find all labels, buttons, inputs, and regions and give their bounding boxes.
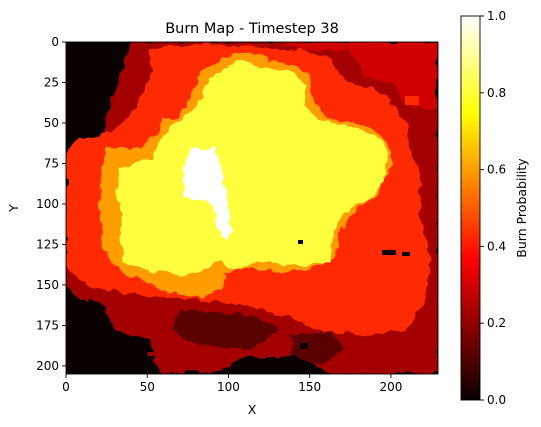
zone-fringe-2 — [290, 332, 345, 365]
y-tick-label: 50 — [44, 116, 59, 130]
y-axis-ticks: 0 25 50 75 100 125 150 175 200 — [36, 35, 66, 373]
y-tick-label: 125 — [36, 237, 59, 251]
y-tick-label: 25 — [44, 75, 59, 89]
y-tick-label: 0 — [51, 35, 59, 49]
colorbar-label: Burn Probability — [514, 158, 529, 258]
zone-fringe — [170, 310, 280, 350]
colorbar — [461, 16, 480, 400]
x-tick-label: 100 — [217, 380, 240, 394]
speck — [382, 250, 396, 255]
speck — [402, 252, 410, 256]
y-tick-label: 75 — [44, 156, 59, 170]
colorbar-tick-label: 0.4 — [487, 239, 506, 253]
zone-inner-front — [116, 60, 388, 275]
colorbar-tick-label: 0.6 — [487, 163, 506, 177]
speck — [300, 343, 308, 349]
x-tick-label: 200 — [379, 380, 402, 394]
colorbar-tick-label: 1.0 — [487, 9, 506, 23]
colorbar-tick-label: 0.2 — [487, 316, 506, 330]
colorbar-ticks: 0.0 0.2 0.4 0.6 0.8 1.0 — [480, 9, 506, 407]
x-axis-label: X — [248, 402, 257, 417]
colorbar-tick-label: 0.8 — [487, 86, 506, 100]
y-tick-label: 150 — [36, 278, 59, 292]
y-tick-label: 175 — [36, 318, 59, 332]
y-axis-label: Y — [6, 204, 21, 213]
x-tick-label: 50 — [140, 380, 155, 394]
speck — [405, 96, 419, 105]
chart-title: Burn Map - Timestep 38 — [165, 21, 339, 37]
y-tick-label: 100 — [36, 197, 59, 211]
colorbar-tick-label: 0.0 — [487, 393, 506, 407]
heatmap-image — [66, 42, 438, 374]
plot-frame — [65, 41, 439, 375]
x-tick-label: 0 — [62, 380, 70, 394]
y-tick-label: 200 — [36, 359, 59, 373]
zone-upper-margin — [280, 42, 438, 110]
zone-burned-core — [182, 148, 232, 240]
speck — [148, 352, 154, 356]
x-tick-label: 150 — [298, 380, 321, 394]
speck — [298, 240, 303, 244]
colorbar-frame — [460, 15, 481, 401]
x-axis-ticks: 0 50 100 150 200 — [62, 374, 402, 394]
